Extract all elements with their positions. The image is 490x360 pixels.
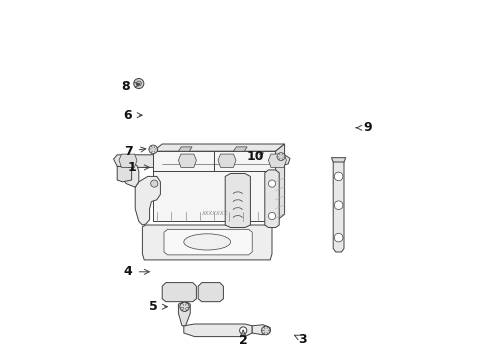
Circle shape <box>149 145 157 154</box>
Circle shape <box>151 180 158 187</box>
Text: 9: 9 <box>356 121 372 134</box>
Polygon shape <box>114 155 290 167</box>
Polygon shape <box>233 147 247 151</box>
Circle shape <box>277 153 285 161</box>
Polygon shape <box>275 144 285 221</box>
Circle shape <box>334 233 343 242</box>
Text: 1: 1 <box>127 161 149 174</box>
Polygon shape <box>269 154 286 167</box>
Circle shape <box>180 302 189 311</box>
Circle shape <box>240 327 247 334</box>
Circle shape <box>134 78 144 89</box>
Ellipse shape <box>184 234 231 250</box>
Polygon shape <box>218 154 236 167</box>
Polygon shape <box>198 283 223 302</box>
Text: 5: 5 <box>149 300 168 313</box>
Polygon shape <box>121 163 139 187</box>
Polygon shape <box>331 158 346 162</box>
Text: 2: 2 <box>239 330 247 347</box>
Polygon shape <box>164 229 252 255</box>
Polygon shape <box>265 170 279 228</box>
Text: 10: 10 <box>247 150 265 163</box>
Polygon shape <box>162 283 196 302</box>
Polygon shape <box>135 176 160 225</box>
Text: 7: 7 <box>123 145 146 158</box>
Text: 3: 3 <box>294 333 307 346</box>
Circle shape <box>262 326 270 335</box>
Text: 8: 8 <box>121 80 140 93</box>
Circle shape <box>269 180 275 187</box>
Text: 4: 4 <box>123 265 149 278</box>
Polygon shape <box>119 154 137 167</box>
Circle shape <box>136 81 141 86</box>
Polygon shape <box>252 325 270 335</box>
Polygon shape <box>178 154 196 167</box>
Polygon shape <box>178 302 190 326</box>
Circle shape <box>334 201 343 210</box>
Polygon shape <box>153 151 275 221</box>
Circle shape <box>269 212 275 220</box>
Polygon shape <box>153 144 285 151</box>
Circle shape <box>334 172 343 181</box>
Polygon shape <box>225 174 250 228</box>
Text: XXXXXXX: XXXXXXX <box>201 211 227 216</box>
Text: 6: 6 <box>123 109 142 122</box>
Polygon shape <box>333 159 344 252</box>
Polygon shape <box>178 147 192 151</box>
Polygon shape <box>184 324 252 337</box>
Polygon shape <box>143 225 272 260</box>
Polygon shape <box>117 166 132 182</box>
